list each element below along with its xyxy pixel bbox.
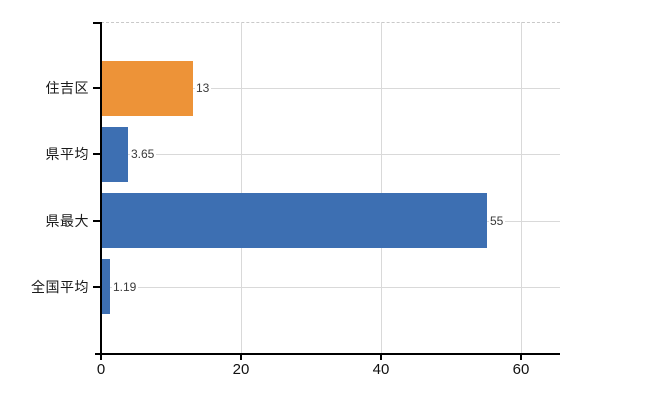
category-label: 住吉区 bbox=[45, 80, 89, 96]
category-label: 県平均 bbox=[45, 146, 89, 162]
y-gridline bbox=[101, 88, 560, 89]
x-axis-line bbox=[95, 353, 560, 355]
bar bbox=[102, 259, 110, 314]
x-gridline bbox=[241, 22, 242, 353]
bar bbox=[102, 127, 128, 182]
y-tick bbox=[93, 220, 100, 222]
x-tick-label: 20 bbox=[232, 361, 250, 378]
y-tick bbox=[93, 87, 100, 89]
y-tick bbox=[93, 153, 100, 155]
bar-value-label: 13 bbox=[195, 81, 212, 95]
x-tick bbox=[520, 355, 522, 360]
y-gridline bbox=[101, 154, 560, 155]
x-tick-label: 40 bbox=[372, 361, 390, 378]
bar bbox=[102, 61, 193, 116]
x-tick-label: 0 bbox=[96, 361, 106, 378]
bar-value-label: 1.19 bbox=[112, 280, 139, 294]
x-gridline bbox=[521, 22, 522, 353]
category-label: 県最大 bbox=[45, 213, 89, 229]
bar bbox=[102, 193, 487, 248]
bar-value-label: 55 bbox=[489, 214, 506, 228]
category-label: 全国平均 bbox=[31, 279, 89, 295]
y-tick bbox=[93, 22, 100, 24]
x-tick bbox=[100, 355, 102, 360]
y-gridline bbox=[101, 287, 560, 288]
x-tick-label: 60 bbox=[512, 361, 530, 378]
plot-top-border bbox=[101, 22, 560, 23]
x-tick bbox=[380, 355, 382, 360]
bar-value-label: 3.65 bbox=[130, 147, 157, 161]
y-tick bbox=[93, 286, 100, 288]
y-axis-line bbox=[100, 22, 102, 355]
x-gridline bbox=[381, 22, 382, 353]
x-tick bbox=[240, 355, 242, 360]
